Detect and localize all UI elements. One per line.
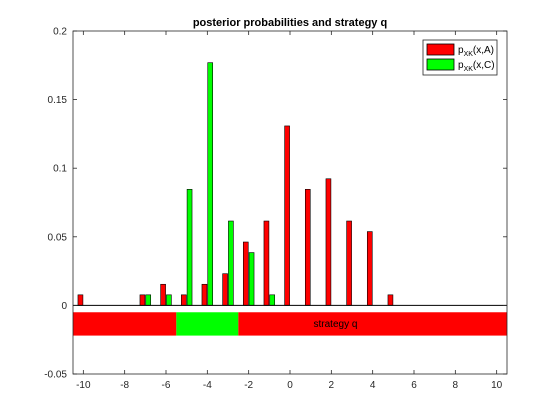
bar-a-1 [139,294,146,306]
bar-a-0 [77,294,84,306]
bar-a-10 [325,178,332,306]
bar-c-1 [166,294,172,306]
strategy-layer [73,312,508,336]
bar-c-4 [228,220,234,306]
y-tick-label-5: 0.2 [53,27,67,38]
strategy-segment-0 [73,312,177,336]
ticks-layer: -10 -8 -6 -4 -2 0 2 4 6 8 10 -0.05 0 0.05 0.1 0.15 0.2 [44,27,507,391]
bar-a-6 [242,241,249,306]
x-tick-label-3: -4 [203,380,212,391]
bar-a-7 [263,220,270,306]
bar-a-9 [304,189,311,306]
x-tick-label-6: 2 [329,380,335,391]
x-tick-label-5: 0 [287,380,293,391]
bar-a-3 [180,294,187,306]
x-tick-label-2: -6 [162,380,171,391]
bar-a-2 [160,283,166,306]
bar-a-12 [366,231,373,306]
y-tick-label-2: 0.05 [48,232,68,243]
legend-label-a: pXK(x,A) [458,45,494,58]
x-tick-label-0: -10 [76,380,91,391]
y-tick-label-4: 0.15 [48,95,68,106]
chart-title: posterior probabilities and strategy q [193,17,387,29]
bar-a-4 [201,283,208,306]
bar-c-2 [186,189,193,306]
x-tick-label-4: -2 [244,380,253,391]
y-tick-label-3: 0.1 [53,164,67,175]
legend-swatch-a [426,43,455,56]
strategy-segment-1 [176,312,239,336]
legend: pXK(x,A) pXK(x,C) [422,39,498,76]
bar-a-13 [387,294,394,306]
bar-a-5 [222,273,228,306]
y-tick-label-0: -0.05 [44,370,67,381]
strategy-segment-2 [238,312,508,336]
legend-swatch-c [426,58,455,71]
bar-a-8 [284,125,290,306]
x-tick-label-9: 8 [453,380,459,391]
x-tick-label-8: 6 [411,380,417,391]
y-tick-label-1: 0 [61,301,67,312]
x-tick-label-7: 4 [370,380,376,391]
x-tick-label-1: -8 [120,380,129,391]
bar-a-11 [346,220,352,306]
bar-c-3 [207,62,214,306]
x-tick-label-10: 10 [491,380,503,391]
bar-c-6 [269,294,276,306]
strategy-label: strategy q [314,319,358,330]
legend-label-c: pXK(x,C) [458,60,495,73]
bar-c-0 [145,294,152,306]
bar-c-5 [248,252,255,306]
